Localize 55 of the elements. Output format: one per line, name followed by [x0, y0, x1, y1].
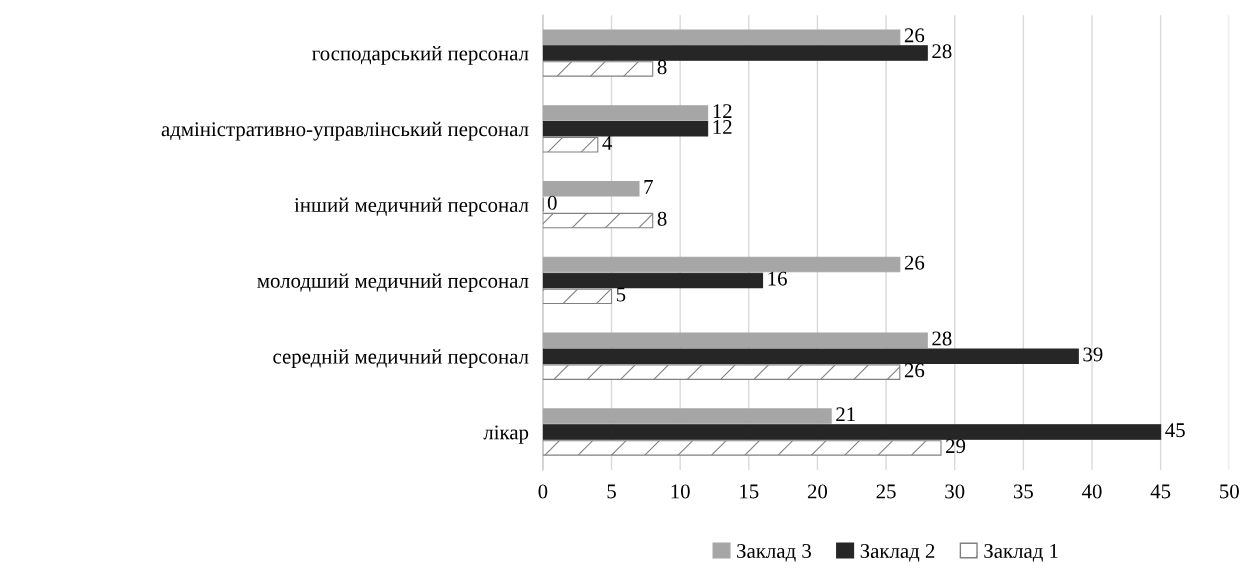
- bar: [542, 121, 709, 137]
- data-label: 8: [657, 60, 667, 75]
- data-label: 8: [657, 211, 667, 226]
- x-tick-label: 5: [607, 484, 616, 499]
- legend-label: Заклад 3: [737, 543, 811, 562]
- data-label: 26: [904, 255, 925, 270]
- x-tick-label: 15: [740, 484, 759, 499]
- x-tick-label: 40: [1081, 484, 1102, 499]
- bar: [542, 332, 928, 349]
- data-label: 26: [904, 363, 925, 378]
- bar: [542, 272, 764, 289]
- y-tick-label: інший медичний персонал: [294, 197, 529, 217]
- bar: [542, 180, 640, 197]
- data-label: 39: [1083, 347, 1103, 362]
- x-tick-label: 20: [807, 484, 828, 499]
- x-tick-label: 10: [671, 484, 690, 499]
- bar: [542, 137, 599, 153]
- data-label: 45: [1165, 423, 1185, 438]
- bar: [542, 408, 832, 424]
- x-tick-label: 25: [876, 484, 896, 499]
- bar: [542, 348, 1079, 364]
- data-label: 28: [932, 331, 952, 346]
- bar: [542, 61, 654, 77]
- data-label: 7: [644, 180, 653, 194]
- y-tick-label: господарський персонал: [312, 46, 529, 65]
- x-tick-label: 35: [1013, 484, 1033, 499]
- data-label: 29: [946, 439, 966, 454]
- y-tick-label: адміністративно-управлінський персонал: [161, 121, 529, 141]
- y-tick-label: лікар: [483, 425, 529, 444]
- legend-label: Заклад 1: [984, 543, 1058, 562]
- data-label: 28: [932, 44, 952, 59]
- bar: [542, 424, 1162, 440]
- data-label: 21: [836, 407, 855, 422]
- bar: [542, 256, 901, 273]
- bar: [542, 45, 928, 61]
- data-label: 0: [547, 195, 557, 210]
- bar: [542, 212, 654, 229]
- bar: [542, 288, 613, 305]
- bar: [542, 364, 901, 380]
- data-label: 16: [768, 271, 787, 286]
- bar: [542, 29, 901, 45]
- x-tick-label: 30: [945, 484, 965, 499]
- y-tick-label: середній медичний персонал: [273, 349, 529, 368]
- x-tick-label: 45: [1150, 484, 1171, 499]
- data-label: 26: [904, 28, 925, 43]
- bar: [542, 105, 709, 121]
- data-label: 12: [713, 104, 732, 118]
- legend-label: Заклад 2: [860, 543, 935, 562]
- data-label: 12: [713, 120, 732, 134]
- y-tick-label: молодший медичний персонал: [257, 273, 529, 293]
- bar: [542, 440, 942, 456]
- data-label: 4: [602, 136, 613, 150]
- x-tick-label: 0: [538, 484, 548, 499]
- data-label: 5: [616, 287, 626, 302]
- x-tick-label: 50: [1220, 484, 1239, 499]
